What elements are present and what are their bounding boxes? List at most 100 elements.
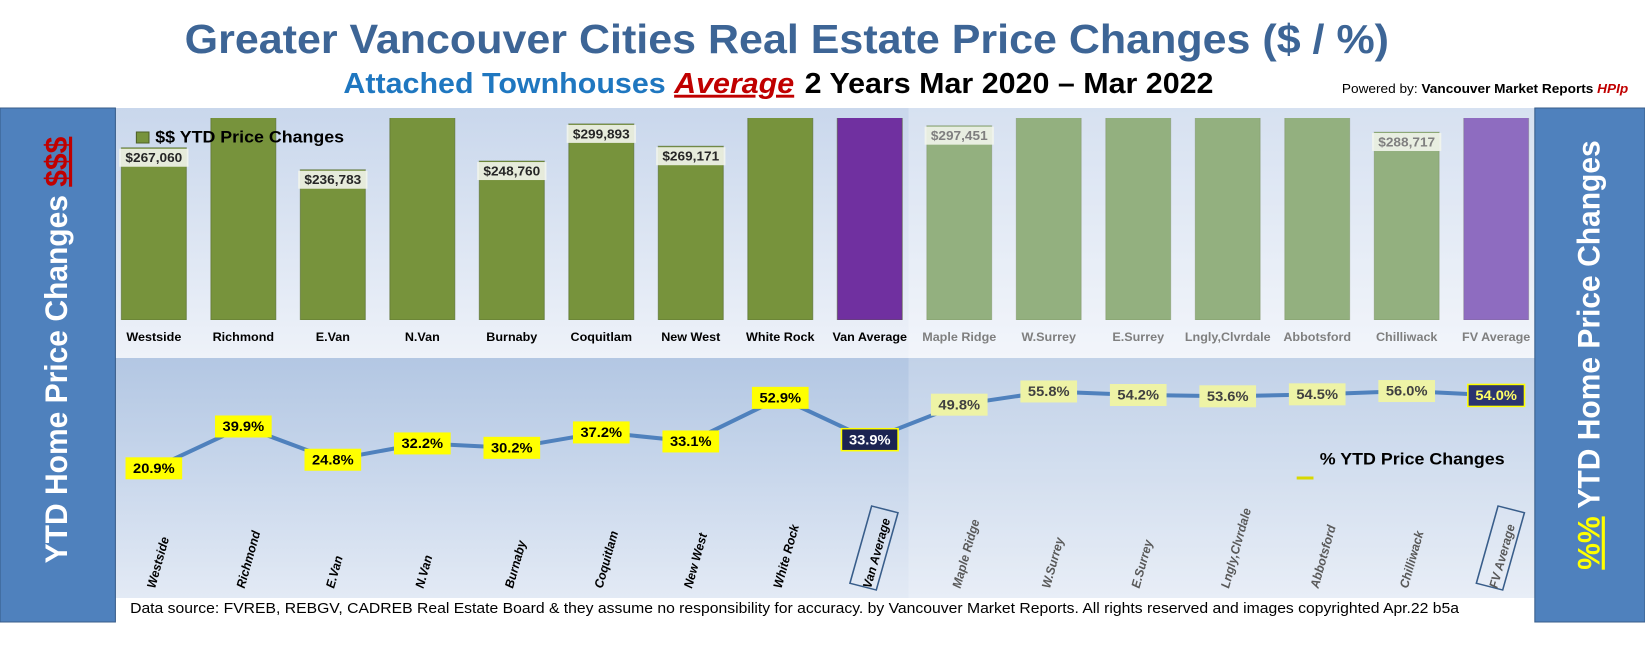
x-tick-label: FV Average [1462, 330, 1530, 344]
powered-part: HPIp [1597, 81, 1628, 96]
title: Greater Vancouver Cities Real Estate Pri… [185, 16, 1389, 62]
bar [1284, 118, 1351, 320]
value-label: 54.0% [1475, 388, 1517, 404]
value-label: 54.5% [1296, 387, 1338, 403]
value-label-box [1288, 383, 1346, 406]
value-label: 37.2% [580, 425, 622, 441]
value-label: $299,893 [573, 127, 630, 142]
value-label: $267,060 [125, 150, 182, 165]
value-label: 53.6% [1207, 389, 1249, 405]
value-label-box [1378, 380, 1436, 403]
powered-part: Vancouver Market Reports [1421, 81, 1597, 96]
x-tick-label: White Rock [746, 330, 815, 344]
x-tick-label: Van Average [832, 330, 907, 344]
bar [926, 125, 993, 320]
bar [389, 118, 456, 320]
bar [1194, 118, 1261, 320]
powered-part: Powered by: [1342, 81, 1422, 96]
subtitle-part: Average [673, 67, 794, 99]
value-label-box [751, 386, 809, 409]
value-label-box [393, 432, 451, 455]
value-label-box [1109, 383, 1167, 406]
bar [836, 118, 903, 320]
x-tick-label: N.Van [405, 330, 440, 344]
side-right [1534, 107, 1645, 623]
x-tick-label: Lngly,Clvrdale [1185, 330, 1271, 344]
value-label: $248,760 [483, 164, 540, 179]
legend-swatch [135, 131, 150, 144]
legend-label: % YTD Price Changes [1320, 449, 1505, 469]
value-label-box [662, 430, 720, 453]
x-tick-label: Coquitlam [571, 330, 633, 344]
category-box [1475, 505, 1526, 591]
x-tick-label: Maple Ridge [922, 330, 996, 344]
value-label-box [566, 124, 636, 143]
value-label-box [215, 415, 272, 438]
x-tick-label: E.Van [316, 330, 350, 344]
bar [1015, 118, 1082, 320]
side-part: %% [1571, 516, 1607, 569]
value-label: 56.0% [1386, 384, 1428, 400]
value-label-box [125, 457, 183, 480]
side-part: YTD Home Price Changes [1571, 140, 1607, 516]
side-part: $$$ [38, 137, 74, 187]
value-label: $297,451 [931, 128, 988, 143]
side-right-text: %% YTD Home Price Changes [1571, 140, 1607, 569]
value-label: 55.8% [1028, 384, 1070, 400]
value-label: 39.9% [223, 419, 265, 435]
x-tick-label: W.Surrey [1021, 330, 1076, 344]
bar [478, 160, 545, 320]
value-label-box [483, 436, 541, 459]
x-tick-label: Chilliwack [1376, 330, 1438, 344]
x-tick-label: Westside [126, 330, 181, 344]
value-label-box [1467, 383, 1526, 408]
bar [747, 118, 814, 320]
value-label: 52.9% [759, 391, 801, 407]
value-label-box [1372, 133, 1442, 152]
value-label-box [572, 421, 630, 444]
value-label-box [924, 126, 994, 145]
value-label-box [1199, 385, 1257, 408]
x-tick-label: Abbotsford [1283, 330, 1351, 344]
value-label: 54.2% [1117, 388, 1159, 404]
bar [657, 145, 724, 320]
value-label: 30.2% [491, 441, 533, 457]
bar [120, 147, 187, 320]
x-tick-label: New West [661, 330, 720, 344]
bar [1373, 131, 1440, 320]
value-label: $269,171 [662, 149, 719, 164]
value-label-box [1020, 380, 1078, 403]
value-label: 33.1% [670, 434, 712, 450]
x-tick-label: E.Surrey [1112, 330, 1164, 344]
value-label: 24.8% [312, 453, 354, 469]
bar [1463, 118, 1530, 320]
footer: Data source: FVREB, REBGV, CADREB Real E… [130, 600, 1459, 617]
category-box [848, 505, 899, 591]
side-left [0, 107, 116, 623]
value-label: $236,783 [304, 172, 361, 187]
legend-label: $$ YTD Price Changes [155, 127, 344, 147]
x-tick-label: Richmond [213, 330, 274, 344]
value-label: 33.9% [849, 433, 891, 449]
value-label-box [298, 170, 368, 189]
subtitle-part: Attached Townhouses [343, 67, 674, 99]
line [152, 389, 1497, 471]
value-label-box [656, 147, 726, 166]
subtitle: Attached Townhouses Average 2 Years Mar 2… [343, 67, 1213, 99]
value-label: $288,717 [1378, 135, 1435, 150]
value-label-box [119, 148, 189, 167]
bar [210, 118, 277, 320]
value-label: 20.9% [133, 461, 175, 477]
bar [1105, 118, 1172, 320]
bar [568, 123, 635, 320]
value-label-box [840, 427, 899, 452]
value-label-box [477, 162, 547, 181]
side-left-text: YTD Home Price Changes $$$ [38, 137, 74, 564]
side-part: YTD Home Price Changes [38, 187, 74, 564]
x-tick-label: Burnaby [486, 330, 537, 344]
bar-group [120, 118, 1530, 320]
value-label-box [930, 393, 988, 416]
powered-by: Powered by: Vancouver Market Reports HPI… [1342, 81, 1628, 96]
